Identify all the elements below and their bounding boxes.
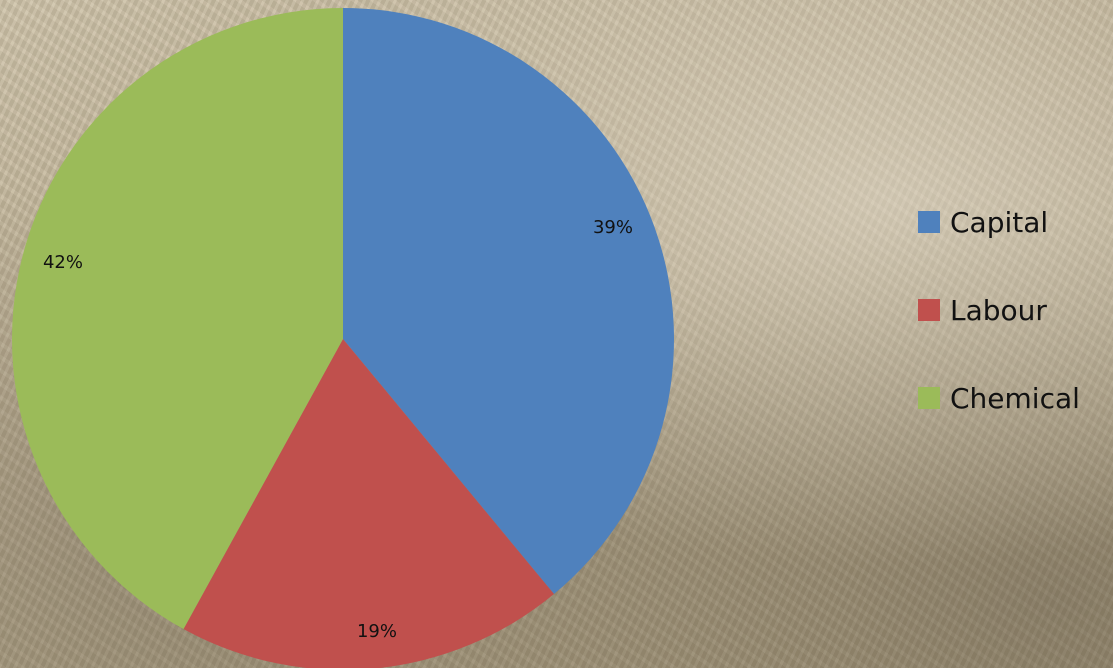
pie-slice-capital xyxy=(343,8,675,595)
pie-slice-labour xyxy=(183,339,554,668)
legend-item-capital: Capital xyxy=(918,200,1113,244)
chart-legend: Capital Labour Chemical xyxy=(918,200,1113,464)
pie-data-labels: 39% 19% 42% xyxy=(43,217,633,642)
legend-label-labour: Labour xyxy=(950,293,1047,327)
legend-item-chemical: Chemical xyxy=(918,376,1113,420)
legend-swatch-labour xyxy=(918,299,940,321)
legend-swatch-chemical xyxy=(918,387,940,409)
legend-label-capital: Capital xyxy=(950,205,1049,239)
legend-label-chemical: Chemical xyxy=(950,381,1080,415)
pie-slices xyxy=(11,8,675,668)
data-label-chemical: 42% xyxy=(43,252,83,273)
pie-slice-chemical xyxy=(11,8,343,630)
legend-item-labour: Labour xyxy=(918,288,1113,332)
data-label-labour: 19% xyxy=(357,621,397,642)
data-label-capital: 39% xyxy=(593,217,633,238)
legend-swatch-capital xyxy=(918,211,940,233)
